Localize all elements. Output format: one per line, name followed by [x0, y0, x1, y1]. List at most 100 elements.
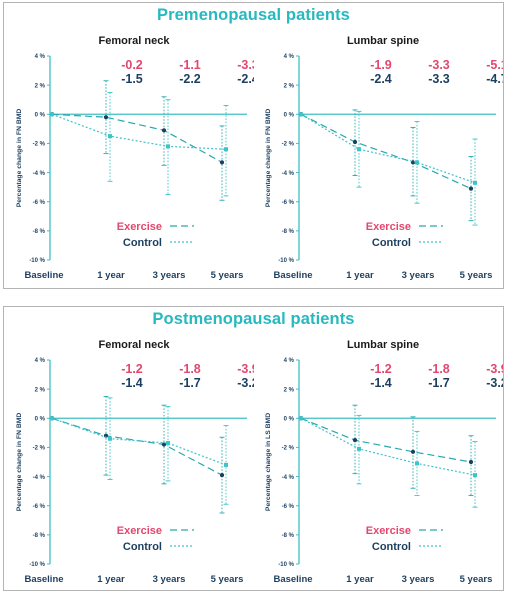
diff-label-control: -2.2 — [179, 72, 201, 86]
chart-title: Femoral neck — [99, 35, 171, 47]
diff-label-control: -4.7 — [486, 72, 503, 86]
data-point-exercise — [219, 473, 225, 478]
y-tick-label: -4 % — [282, 475, 295, 481]
data-point-control — [166, 144, 170, 149]
y-tick-label: -8 % — [282, 229, 295, 235]
y-tick-label: 4 % — [284, 358, 295, 364]
data-point-exercise — [468, 459, 474, 465]
data-point-control — [224, 462, 228, 467]
data-point-control — [357, 147, 361, 152]
data-point-exercise — [352, 139, 358, 145]
data-point-control — [415, 461, 419, 466]
legend-control-label: Control — [372, 237, 411, 249]
series-line-exercise — [300, 417, 472, 463]
legend-exercise-label: Exercise — [117, 525, 162, 537]
x-tick-label: 3 years — [153, 270, 186, 281]
chart-pre-femoral-neck: Femoral neck Percentage change in FN BMD 4… — [16, 35, 254, 281]
y-tick-label: -6 % — [33, 200, 46, 206]
series-line-control — [51, 417, 227, 466]
legend-control-label: Control — [123, 237, 162, 249]
data-point-control — [415, 160, 419, 165]
diff-label-control: -3.2 — [486, 376, 503, 390]
x-tick-label: 5 years — [211, 574, 244, 585]
data-point-exercise — [410, 449, 416, 454]
diff-label-exercise: -1.2 — [121, 362, 143, 376]
series-line-control — [51, 113, 227, 150]
y-tick-label: -10 % — [278, 258, 294, 264]
y-tick-label: -6 % — [282, 504, 295, 510]
diff-label-control: -1.4 — [121, 376, 143, 390]
y-tick-label: 2 % — [284, 387, 295, 393]
y-axis-label: Percentage change in FN BMD — [16, 413, 23, 512]
y-tick-label: -2 % — [282, 446, 295, 452]
diff-label-exercise: -1.1 — [179, 58, 201, 72]
data-point-exercise — [352, 438, 358, 443]
x-tick-label: 3 years — [402, 574, 435, 585]
series-line-exercise — [51, 113, 223, 163]
y-axis-label: Percentage change in FN BMD — [16, 109, 23, 208]
x-tick-label: 1 year — [97, 574, 125, 585]
y-tick-label: 4 % — [284, 54, 295, 60]
data-point-control — [108, 436, 112, 441]
x-tick-label: 3 years — [153, 574, 186, 585]
y-tick-label: -2 % — [33, 446, 46, 452]
y-tick-label: -10 % — [29, 562, 45, 568]
diff-label-control: -1.4 — [370, 376, 392, 390]
y-tick-label: -4 % — [33, 475, 46, 481]
diff-label-control: -3.2 — [237, 376, 254, 390]
diff-label-exercise: -1.8 — [428, 362, 450, 376]
data-point-control — [50, 416, 54, 421]
y-tick-label: -10 % — [278, 562, 294, 568]
diff-label-control: -1.7 — [428, 376, 450, 390]
y-tick-label: -4 % — [282, 171, 295, 177]
legend-control-label: Control — [123, 541, 162, 553]
y-tick-label: 2 % — [35, 83, 46, 89]
y-tick-label: 2 % — [284, 83, 295, 89]
data-point-exercise — [103, 115, 109, 120]
data-point-control — [473, 180, 477, 185]
x-tick-label: Baseline — [24, 270, 63, 281]
data-point-control — [50, 112, 54, 117]
diff-label-exercise: -0.2 — [121, 58, 143, 72]
x-tick-label: 5 years — [211, 270, 244, 281]
y-tick-label: -6 % — [33, 504, 46, 510]
diff-label-control: -2.4 — [370, 72, 392, 86]
y-tick-label: 0 % — [284, 112, 295, 118]
chart-post-femoral-neck: Femoral neck Percentage change in FN BMD 4… — [16, 339, 254, 585]
data-point-control — [224, 147, 228, 152]
diff-label-control: -3.3 — [428, 72, 450, 86]
diff-label-exercise: -3.9 — [237, 362, 254, 376]
chart-title: Femoral neck — [99, 339, 171, 351]
x-tick-label: 1 year — [97, 270, 125, 281]
legend-exercise-label: Exercise — [366, 221, 411, 233]
x-tick-label: 1 year — [346, 270, 374, 281]
chart-title: Lumbar spine — [347, 35, 419, 47]
y-tick-label: -4 % — [33, 171, 46, 177]
data-point-control — [108, 134, 112, 139]
chart-pre-lumbar-spine: Lumbar spine Percentage change in FN BMD 4… — [265, 35, 503, 281]
data-point-control — [299, 416, 303, 421]
premenopausal-panel: Premenopausal patients Femoral neck Perce… — [3, 2, 504, 289]
y-tick-label: -6 % — [282, 200, 295, 206]
x-tick-label: 3 years — [402, 270, 435, 281]
chart-title: Lumbar spine — [347, 339, 419, 351]
y-tick-label: -2 % — [33, 142, 46, 148]
series-line-control — [300, 113, 476, 184]
x-tick-label: 5 years — [460, 574, 493, 585]
x-tick-label: 5 years — [460, 270, 493, 281]
y-tick-label: 0 % — [35, 416, 46, 422]
postmenopausal-title: Postmenopausal patients — [152, 310, 355, 328]
data-point-control — [473, 473, 477, 478]
diff-label-exercise: -5.1 — [486, 58, 503, 72]
y-axis-label: Percentage change in LS BMD — [265, 413, 272, 511]
y-tick-label: -2 % — [282, 142, 295, 148]
postmenopausal-panel: Postmenopausal patients Femoral neck Perc… — [3, 306, 504, 591]
y-tick-label: -8 % — [282, 533, 295, 539]
diff-label-exercise: -3.3 — [428, 58, 450, 72]
legend-control-label: Control — [372, 541, 411, 553]
y-tick-label: -8 % — [33, 533, 46, 539]
chart-post-lumbar-spine: Lumbar spine Percentage change in LS BMD 4… — [265, 339, 503, 585]
diff-label-control: -2.4 — [237, 72, 254, 86]
data-point-control — [357, 446, 361, 451]
legend-exercise-label: Exercise — [366, 525, 411, 537]
